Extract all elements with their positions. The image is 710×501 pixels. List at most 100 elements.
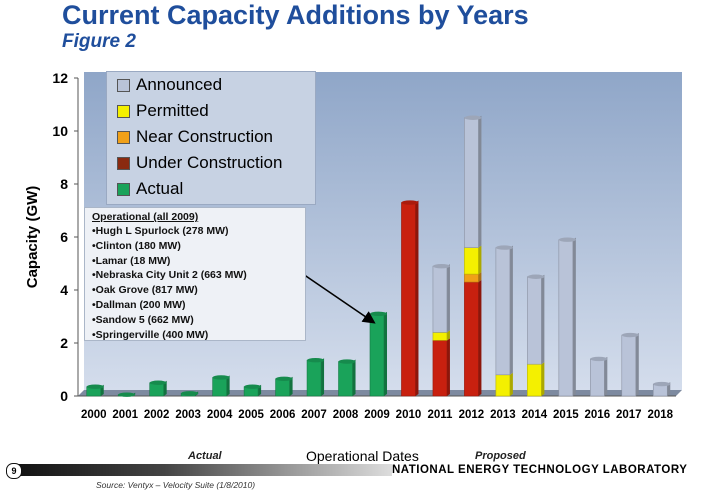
bar-segment-side bbox=[352, 359, 356, 396]
bar-cap bbox=[244, 384, 262, 389]
x-tick-label: 2013 bbox=[490, 409, 516, 421]
bar-cap bbox=[432, 263, 450, 269]
x-tick-label: 2016 bbox=[585, 409, 611, 421]
x-tick-label: 2007 bbox=[301, 409, 327, 421]
footer-bar bbox=[12, 464, 392, 476]
operational-item: •Dallman (200 MW) bbox=[92, 298, 186, 311]
bar-cap bbox=[118, 392, 136, 397]
operational-heading: Operational (all 2009) bbox=[92, 211, 199, 223]
x-tick-label: 2014 bbox=[522, 409, 548, 421]
bar-segment bbox=[495, 374, 511, 397]
bar-segment-side bbox=[478, 272, 482, 283]
legend-label-near-construction: Near Construction bbox=[136, 127, 274, 146]
bar-segment bbox=[464, 247, 479, 275]
y-tick-label: 6 bbox=[60, 229, 68, 245]
x-tick-label: 2008 bbox=[333, 409, 359, 421]
bar-segment bbox=[495, 247, 511, 376]
bar-cap bbox=[307, 358, 325, 363]
operational-item: •Oak Grove (817 MW) bbox=[92, 284, 198, 297]
bar-segment-side bbox=[415, 200, 419, 396]
actual-period-label: Actual bbox=[188, 450, 222, 462]
legend-swatch-permitted bbox=[117, 104, 130, 118]
x-tick-label: 2004 bbox=[207, 409, 233, 421]
bar-segment bbox=[558, 239, 574, 397]
proposed-period-label: Proposed bbox=[475, 450, 526, 462]
bar-segment-side bbox=[446, 330, 450, 341]
bar-segment bbox=[369, 313, 385, 397]
operational-item: •Springerville (400 MW) bbox=[92, 328, 209, 341]
x-tick-label: 2012 bbox=[459, 409, 485, 421]
bar-segment bbox=[275, 378, 290, 397]
bar-segment-side bbox=[478, 280, 482, 396]
bar-segment bbox=[621, 334, 637, 397]
bar-segment-side bbox=[321, 358, 325, 396]
bar-segment-side bbox=[446, 264, 450, 333]
legend-item-permitted: Permitted bbox=[117, 101, 209, 121]
bar-segment-side bbox=[289, 376, 293, 396]
bar-segment bbox=[401, 202, 416, 397]
x-tick-label: 2000 bbox=[81, 409, 107, 421]
legend-item-announced: Announced bbox=[117, 75, 222, 95]
legend-item-near-construction: Near Construction bbox=[117, 127, 273, 147]
x-tick-label: 2002 bbox=[144, 409, 170, 421]
bar-segment-side bbox=[509, 372, 513, 396]
bar-cap bbox=[464, 115, 482, 120]
bar-segment-side bbox=[604, 356, 608, 396]
legend-swatch-actual bbox=[117, 182, 130, 196]
bar-segment-side bbox=[384, 311, 387, 396]
bar-segment bbox=[306, 359, 322, 397]
bar-segment bbox=[464, 117, 479, 248]
bar-cap bbox=[275, 376, 293, 381]
bar-cap bbox=[590, 356, 608, 362]
operational-item: •Lamar (18 MW) bbox=[92, 254, 171, 267]
bar-segment-side bbox=[572, 237, 576, 396]
legend-swatch-near-construction bbox=[117, 130, 130, 144]
bar-cap bbox=[495, 245, 513, 250]
operational-item: •Nebraska City Unit 2 (663 MW) bbox=[92, 269, 247, 282]
bar-cap bbox=[86, 384, 104, 389]
bar-segment-side bbox=[509, 245, 513, 375]
y-tick-label: 10 bbox=[52, 123, 68, 139]
bar-segment-side bbox=[163, 380, 167, 396]
chart-title: Current Capacity Additions by Years bbox=[62, 0, 529, 30]
y-tick-label: 0 bbox=[60, 388, 68, 404]
bar-cap bbox=[212, 375, 230, 380]
legend-swatch-announced bbox=[117, 78, 130, 92]
organization-name: NATIONAL ENERGY TECHNOLOGY LABORATORY bbox=[392, 464, 688, 476]
x-axis-title: Operational Dates bbox=[306, 448, 419, 464]
y-tick-label: 12 bbox=[52, 70, 68, 86]
bar-segment bbox=[432, 265, 448, 333]
bar-segment bbox=[432, 340, 448, 397]
chart-subtitle: Figure 2 bbox=[62, 31, 136, 52]
y-axis-title: Capacity (GW) bbox=[24, 186, 41, 289]
bar-segment bbox=[527, 276, 542, 365]
legend-swatch-under-construction bbox=[117, 156, 130, 170]
operational-item: •Sandow 5 (662 MW) bbox=[92, 313, 194, 326]
x-tick-label: 2015 bbox=[553, 409, 579, 421]
bar-segment-side bbox=[478, 115, 482, 248]
x-tick-label: 2009 bbox=[364, 409, 390, 421]
bar-segment-side bbox=[635, 333, 639, 396]
legend-label-under-construction: Under Construction bbox=[136, 153, 283, 172]
x-tick-label: 2011 bbox=[427, 409, 453, 421]
bar-cap bbox=[621, 332, 639, 338]
bar-cap bbox=[558, 237, 576, 242]
bar-segment bbox=[590, 358, 605, 397]
bar-segment-side bbox=[446, 338, 450, 396]
legend-label-actual: Actual bbox=[136, 179, 184, 198]
bar-segment bbox=[338, 361, 353, 397]
chart-legend: Announced Permitted Near Construction Un… bbox=[106, 71, 316, 205]
bar-cap bbox=[401, 200, 419, 205]
bar-cap bbox=[338, 359, 356, 364]
bar-cap bbox=[370, 311, 387, 317]
legend-item-under-construction: Under Construction bbox=[117, 153, 282, 173]
bar-segment bbox=[464, 281, 479, 397]
bar-segment-side bbox=[541, 362, 545, 396]
x-tick-label: 2003 bbox=[175, 409, 201, 421]
x-tick-label: 2001 bbox=[112, 409, 138, 421]
bar-segment bbox=[432, 332, 448, 341]
operational-item: •Hugh L Spurlock (278 MW) bbox=[92, 225, 229, 237]
bar-segment-side bbox=[226, 375, 230, 396]
operational-plants-box: Operational (all 2009) •Hugh L Spurlock … bbox=[84, 207, 306, 341]
operational-item: •Clinton (180 MW) bbox=[92, 239, 181, 252]
